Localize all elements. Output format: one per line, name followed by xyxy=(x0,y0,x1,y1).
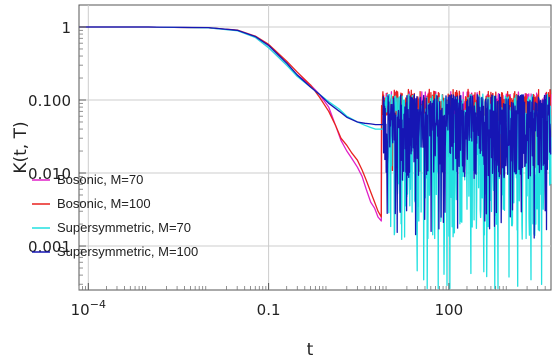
x-axis-title: t xyxy=(307,340,314,360)
x-tick-label: 10−4 xyxy=(71,298,106,319)
x-tick-label: 0.1 xyxy=(257,301,281,319)
x-tick-label-exponent: −4 xyxy=(90,298,106,311)
legend-label: Bosonic, M=100 xyxy=(57,196,151,211)
x-tick-label: 100 xyxy=(435,301,464,319)
y-axis-title: K(t, T) xyxy=(11,121,31,173)
y-tick-label: 0.010 xyxy=(28,165,71,183)
y-tick-label: 1 xyxy=(61,19,71,37)
y-tick-label: 0.100 xyxy=(28,92,71,110)
series-line xyxy=(79,26,552,239)
legend-label: Supersymmetric, M=70 xyxy=(57,220,191,235)
series-layer xyxy=(79,26,552,290)
legend-label: Supersymmetric, M=100 xyxy=(57,244,198,259)
x-tick-label-base: 10 xyxy=(71,301,90,319)
legend-label: Bosonic, M=70 xyxy=(57,172,143,187)
legend: Bosonic, M=70 Bosonic, M=100 Supersymmetri… xyxy=(32,172,198,259)
